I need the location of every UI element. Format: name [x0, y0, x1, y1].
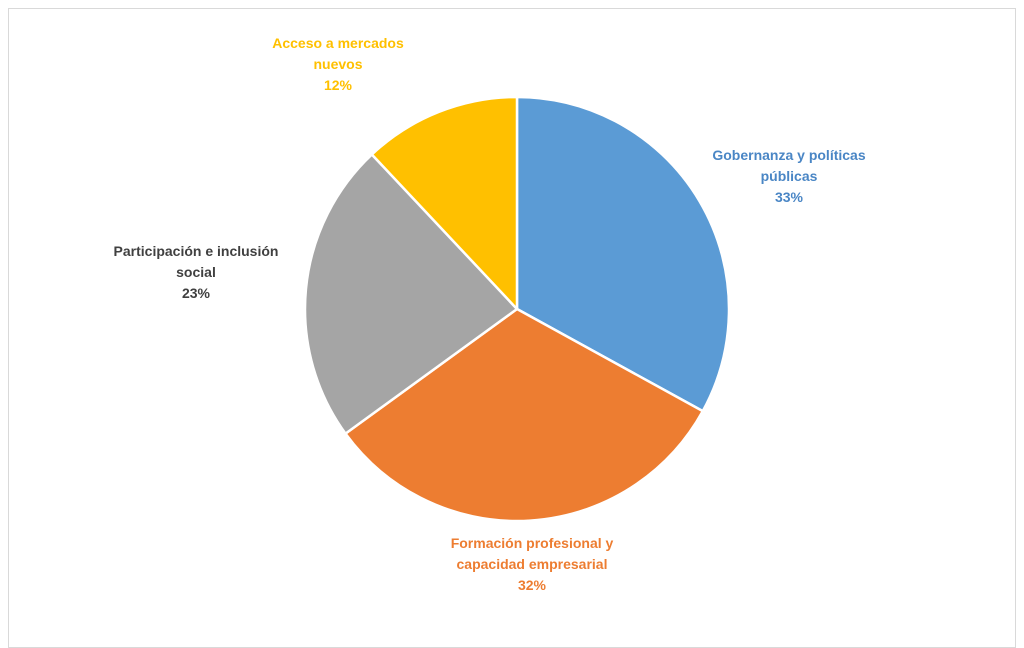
pie-slice	[344, 307, 705, 523]
slice-category-label: social	[176, 264, 216, 280]
pie-slice	[303, 153, 519, 435]
slice-value-label: 32%	[518, 577, 547, 593]
slice-category-label: Acceso a mercados	[272, 35, 404, 51]
pie-slice	[515, 95, 731, 413]
pie-labels: Gobernanza y políticas públicas 33% Formaci…	[114, 35, 866, 593]
slice-value-label: 12%	[324, 77, 353, 93]
slice-value-label: 23%	[182, 285, 211, 301]
slice-category-label: nuevos	[313, 56, 362, 72]
slice-category-label: Gobernanza y políticas	[712, 147, 865, 163]
slice-value-label: 33%	[775, 189, 804, 205]
pie-chart: Gobernanza y políticas públicas 33% Formaci…	[114, 35, 866, 593]
slice-category-label: capacidad empresarial	[457, 556, 608, 572]
slice-category-label: públicas	[761, 168, 818, 184]
slice-category-label: Formación profesional y	[451, 535, 614, 551]
pie-slice	[370, 95, 519, 311]
slice-category-label: Participación e inclusión	[114, 243, 279, 259]
pie-slices	[303, 95, 731, 523]
